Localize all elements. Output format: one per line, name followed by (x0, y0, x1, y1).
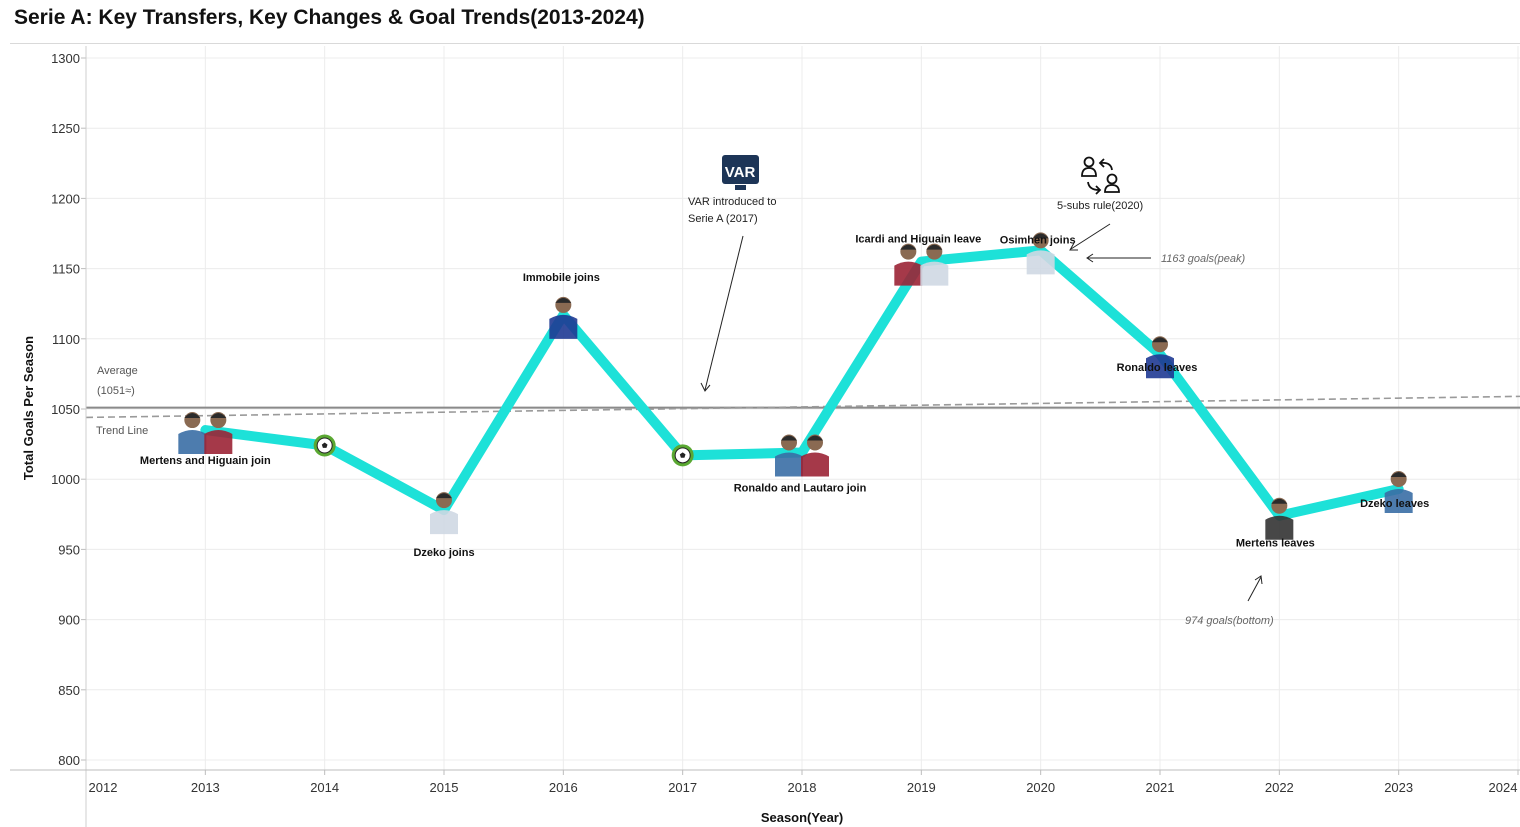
y-tick-label: 1300 (51, 51, 80, 66)
title-divider (10, 43, 1520, 44)
players-photo (775, 434, 829, 477)
y-tick-label: 900 (58, 613, 80, 628)
point-labels: Mertens and Higuain join Dzeko joins Immob… (140, 234, 1429, 560)
bottom-arrow (1247, 575, 1263, 602)
x-tick-label: 2012 (89, 780, 118, 795)
average-label: Average (97, 365, 138, 377)
y-tick-label: 1150 (52, 262, 80, 277)
y-tick-label: 1200 (51, 191, 80, 206)
x-tick-label: 2017 (668, 780, 697, 795)
y-axis-title: Total Goals Per Season (21, 336, 36, 480)
y-tick-label: 950 (58, 542, 80, 557)
x-tick-label: 2018 (788, 780, 817, 795)
point-markers (178, 232, 1413, 540)
x-tick-label: 2015 (430, 780, 459, 795)
point-annotation-label: Ronaldo and Lautaro join (734, 483, 867, 495)
football-icon (671, 444, 694, 467)
player-photo (1146, 336, 1174, 379)
x-tick-label: 2023 (1384, 780, 1413, 795)
player-photo (1026, 232, 1055, 275)
series-line (200, 245, 1404, 521)
chart-title: Serie A: Key Transfers, Key Changes & Go… (14, 6, 645, 29)
x-tick-label: 2016 (549, 780, 578, 795)
x-axis-title: Season(Year) (761, 810, 843, 825)
y-tick-label: 1250 (51, 121, 80, 136)
var-annotation-line1: VAR introduced to (688, 196, 776, 208)
peak-label: 1163 goals(peak) (1161, 253, 1246, 265)
bottom-label: 974 goals(bottom) (1185, 615, 1274, 627)
svg-text:VAR: VAR (725, 164, 756, 181)
subs-arrow (1069, 223, 1111, 251)
x-tick-label: 2014 (310, 780, 339, 795)
x-tick-label: 2013 (191, 780, 220, 795)
player-photo (430, 492, 458, 535)
player-photo (1265, 497, 1294, 540)
subs-rule-label: 5-subs rule(2020) (1057, 200, 1143, 212)
reference-lines (85, 395, 1520, 419)
series-line-path (200, 245, 1404, 521)
x-tick-label: 2021 (1146, 780, 1175, 795)
y-tick-label: 1000 (51, 472, 80, 487)
var-annotation-line2: Serie A (2017) (688, 213, 758, 225)
trend-line-label: Trend Line (96, 425, 148, 437)
x-tick-label: 2019 (907, 780, 936, 795)
y-tick-label: 800 (58, 753, 80, 768)
point-annotation-label: Dzeko joins (413, 547, 474, 559)
y-tick-label: 1100 (52, 332, 80, 347)
point-annotation-label: Osimhen joins (1000, 234, 1076, 246)
peak-arrow (1086, 253, 1151, 263)
axis-ticks: 2012 2013 2014 2015 2016 2017 2018 2019 2020 2021… (51, 51, 1519, 795)
average-value-label: (1051≈) (97, 385, 135, 397)
var-arrow (700, 235, 744, 392)
trend-line (85, 395, 1520, 419)
football-icon (313, 434, 336, 457)
players-photo (894, 243, 949, 286)
players-photo (178, 412, 233, 455)
point-annotation-label: Ronaldo leaves (1117, 362, 1198, 374)
point-annotation-label: Dzeko leaves (1360, 498, 1429, 510)
x-tick-label: 2024 (1489, 780, 1518, 795)
point-annotation-label: Immobile joins (523, 272, 600, 284)
point-annotation-label: Icardi and Higuain leave (855, 234, 981, 246)
player-photo (549, 296, 578, 339)
var-icon: VAR (722, 155, 759, 190)
y-tick-label: 1050 (51, 402, 80, 417)
point-annotation-label: Mertens and Higuain join (140, 455, 271, 467)
x-tick-label: 2022 (1265, 780, 1294, 795)
x-tick-label: 2020 (1026, 780, 1055, 795)
point-annotation-label: Mertens leaves (1236, 538, 1315, 550)
player-photo (1384, 471, 1413, 514)
substitution-icon (1081, 156, 1120, 195)
y-tick-label: 850 (58, 683, 80, 698)
